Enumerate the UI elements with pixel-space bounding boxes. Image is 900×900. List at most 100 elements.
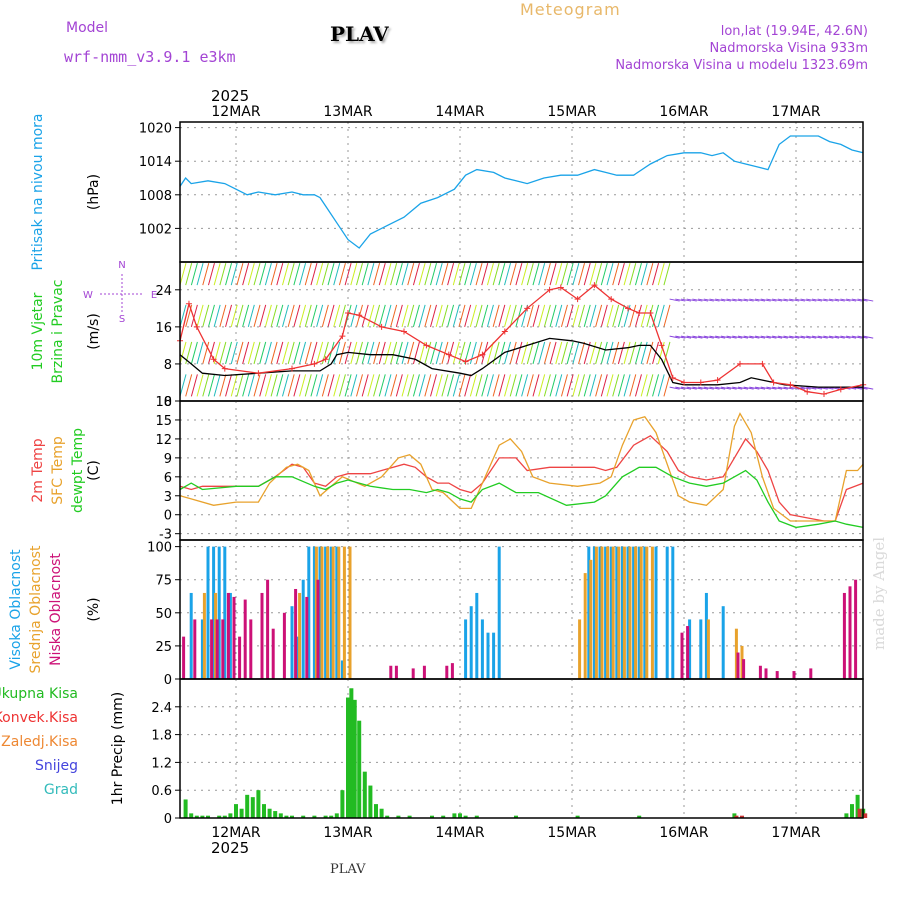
wind-arrow bbox=[361, 304, 369, 327]
wind-arrow bbox=[469, 374, 477, 397]
bar-srednja-oblacnost bbox=[589, 559, 593, 679]
wind-arrow bbox=[806, 298, 817, 302]
gust-point bbox=[681, 379, 687, 386]
wind-arrow bbox=[560, 341, 568, 365]
bar-ukupna-kisa bbox=[267, 808, 272, 818]
wind-arrow bbox=[657, 304, 665, 327]
bar-ukupna-kisa bbox=[217, 815, 222, 818]
wind-arrow bbox=[817, 298, 828, 302]
wind-arrow bbox=[863, 335, 874, 339]
bar-visoka-oblacnost bbox=[637, 546, 641, 679]
wind-arrow bbox=[526, 263, 534, 286]
wind-arrow bbox=[401, 263, 409, 286]
wind-arrow bbox=[669, 298, 680, 302]
wind-arrow bbox=[202, 341, 210, 365]
wind-arrow bbox=[846, 335, 857, 339]
panel-title-pressure: Pritisak na nivou mora bbox=[30, 113, 46, 270]
wind-arrow bbox=[475, 341, 483, 365]
wind-arrow bbox=[202, 374, 210, 397]
series-gust bbox=[179, 284, 864, 395]
wind-arrow bbox=[646, 304, 654, 327]
gust-point bbox=[401, 328, 407, 335]
bar-niska-oblacnost bbox=[680, 632, 684, 679]
wind-arrow bbox=[424, 304, 432, 327]
wind-arrow bbox=[686, 298, 697, 302]
panel-title-2m: 2m Temp bbox=[30, 438, 46, 502]
wind-arrow bbox=[310, 263, 318, 286]
wind-arrow bbox=[207, 263, 215, 286]
wind-arrow bbox=[299, 263, 307, 286]
wind-arrow bbox=[338, 304, 346, 327]
wind-arrow bbox=[321, 304, 329, 327]
bar-visoka-oblacnost bbox=[598, 546, 602, 679]
wind-arrow bbox=[367, 263, 375, 286]
gust-point bbox=[322, 356, 329, 363]
wind-arrow bbox=[828, 298, 840, 302]
panel-frame-clouds bbox=[179, 539, 864, 680]
gust-point bbox=[625, 305, 631, 312]
wind-arrow bbox=[657, 263, 665, 286]
wind-arrow bbox=[236, 341, 244, 365]
gust-point bbox=[821, 391, 827, 398]
wind-arrow bbox=[538, 304, 546, 327]
y-tick-label: 0.6 bbox=[151, 784, 172, 799]
wind-arrow bbox=[225, 304, 233, 327]
wind-arrow bbox=[526, 374, 534, 397]
wind-arrow bbox=[304, 263, 312, 286]
date-label-top: 17MAR bbox=[771, 104, 820, 120]
wind-arrow bbox=[412, 304, 420, 327]
wind-arrow bbox=[452, 304, 460, 327]
wind-arrow bbox=[219, 304, 227, 327]
wind-arrow bbox=[669, 386, 680, 390]
bar-ukupna-kisa bbox=[278, 813, 283, 818]
wind-arrow bbox=[560, 263, 568, 286]
bar-ukupna-kisa bbox=[194, 815, 199, 818]
wind-arrow bbox=[789, 335, 800, 339]
wind-arrow bbox=[373, 263, 381, 286]
bar-ukupna-kisa bbox=[430, 815, 434, 818]
bar-niska-oblacnost bbox=[450, 663, 454, 679]
bar-niska-oblacnost bbox=[854, 579, 858, 679]
wind-arrow bbox=[578, 341, 586, 365]
bar-visoka-oblacnost bbox=[324, 546, 328, 679]
wind-arrow bbox=[692, 386, 703, 390]
wind-arrow bbox=[629, 374, 637, 397]
y-tick-label: 18 bbox=[155, 395, 172, 410]
wind-arrow bbox=[281, 341, 289, 365]
bar-visoka-oblacnost bbox=[318, 546, 322, 679]
ylabel-temp: (C) bbox=[86, 460, 102, 481]
bar-srednja-oblacnost bbox=[202, 592, 206, 679]
bar-ukupna-kisa bbox=[458, 813, 462, 818]
wind-arrow bbox=[190, 341, 198, 365]
wind-arrow bbox=[196, 341, 204, 365]
bar-ukupna-kisa bbox=[357, 720, 362, 818]
wind-arrow bbox=[617, 341, 625, 365]
wind-arrow bbox=[498, 374, 506, 397]
wind-arrow bbox=[526, 341, 534, 365]
bar-visoka-oblacnost bbox=[335, 546, 339, 679]
wind-arrow bbox=[566, 374, 574, 397]
wind-arrow bbox=[629, 341, 637, 365]
wind-arrow bbox=[475, 263, 483, 286]
wind-arrow bbox=[321, 263, 329, 286]
wind-arrow bbox=[680, 386, 692, 390]
bar-ukupna-kisa bbox=[368, 785, 373, 818]
date-label-bottom: 15MAR bbox=[547, 825, 596, 841]
date-label-top: 14MAR bbox=[435, 104, 484, 120]
wind-arrow bbox=[356, 263, 363, 286]
wind-arrow bbox=[515, 341, 523, 365]
y-tick-label: 1.2 bbox=[151, 756, 172, 771]
model-altitude: Nadmorska Visina u modelu 1323.69m bbox=[615, 58, 868, 73]
bar-niska-oblacnost bbox=[422, 665, 426, 679]
wind-arrow bbox=[242, 341, 250, 365]
wind-arrow bbox=[504, 341, 512, 365]
wind-arrow bbox=[640, 263, 648, 286]
bar-niska-oblacnost bbox=[266, 579, 270, 679]
bar-visoka-oblacnost bbox=[688, 619, 692, 679]
bar-ukupna-kisa bbox=[206, 815, 210, 818]
wind-arrow bbox=[617, 374, 625, 397]
bar-ukupna-kisa bbox=[301, 815, 306, 818]
bar-srednja-oblacnost bbox=[606, 546, 610, 679]
compass-cross bbox=[100, 274, 144, 314]
date-label-top: 12MAR bbox=[211, 104, 260, 120]
